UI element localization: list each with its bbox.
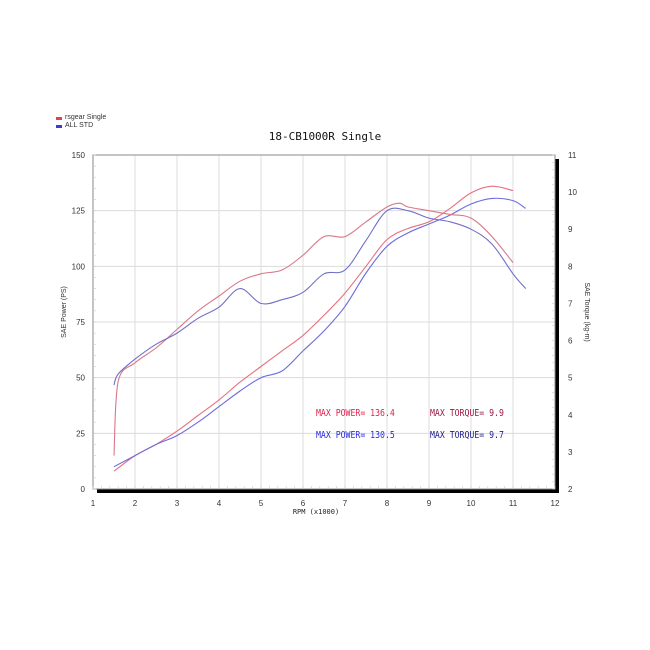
y-right-tick-label: 2 (568, 485, 573, 494)
data-series (113, 185, 527, 472)
series-line-0 (113, 185, 514, 472)
annotations: MAX POWER= 136.4 MAX TORQUE= 9.9 MAX POWER… (316, 408, 504, 441)
legend-swatch-blue (56, 124, 62, 128)
chart-title: 18-CB1000R Single (268, 130, 382, 143)
annotation-text: MAX POWER= 136.4 (316, 408, 395, 419)
frame-shadow (97, 489, 559, 493)
y-right-tick-label: 6 (568, 337, 573, 346)
y-right-tick-label: 4 (568, 411, 573, 420)
series-line-2 (113, 202, 514, 456)
legend-item-rsgear: rsgear Single (56, 114, 106, 122)
chart-legend: rsgear Single ALL STD (56, 114, 106, 130)
x-tick-label: 8 (385, 499, 390, 508)
annotation-text: MAX TORQUE= 9.7 (430, 430, 504, 441)
legend-item-std: ALL STD (56, 122, 106, 130)
y-tick-label: 100 (72, 262, 86, 271)
x-tick-label: 4 (217, 499, 222, 508)
frame-shadow (555, 159, 559, 493)
x-axis-label: RPM (x1000) (293, 508, 339, 516)
series-line-1 (113, 197, 526, 468)
y-right-tick-label: 7 (568, 299, 573, 308)
y-tick-label: 0 (81, 485, 86, 494)
y-right-tick-label: 3 (568, 448, 573, 457)
axis-ticks (92, 154, 556, 490)
series-line-3 (113, 207, 527, 386)
y-right-tick-label: 9 (568, 225, 573, 234)
x-tick-label: 9 (427, 499, 432, 508)
y-tick-label: 50 (76, 374, 85, 383)
x-tick-label: 7 (343, 499, 348, 508)
x-tick-label: 5 (259, 499, 264, 508)
y-right-tick-label: 10 (568, 188, 577, 197)
y-right-tick-label: 11 (568, 151, 577, 160)
annotation-text: MAX TORQUE= 9.9 (430, 408, 504, 419)
x-tick-label: 6 (301, 499, 306, 508)
y-right-tick-label: 8 (568, 262, 573, 271)
annotation-text: MAX POWER= 130.5 (316, 430, 395, 441)
legend-swatch-red (56, 116, 62, 120)
y-right-tick-label: 5 (568, 374, 573, 383)
y-axis-label: SAE Power (PS) (61, 286, 68, 338)
x-tick-label: 3 (175, 499, 180, 508)
x-tick-label: 2 (133, 499, 138, 508)
legend-label: ALL STD (65, 122, 94, 129)
x-tick-label: 1 (91, 499, 96, 508)
y-tick-label: 25 (76, 429, 85, 438)
y-tick-label: 125 (72, 207, 86, 216)
x-tick-label: 11 (509, 499, 518, 508)
y-tick-label: 150 (72, 151, 86, 160)
legend-label: rsgear Single (65, 114, 107, 121)
y-right-axis-label: SAE Torque (kg-m) (583, 282, 590, 341)
x-tick-label: 10 (467, 499, 476, 508)
x-tick-label: 12 (551, 499, 560, 508)
y-tick-label: 75 (76, 318, 85, 327)
